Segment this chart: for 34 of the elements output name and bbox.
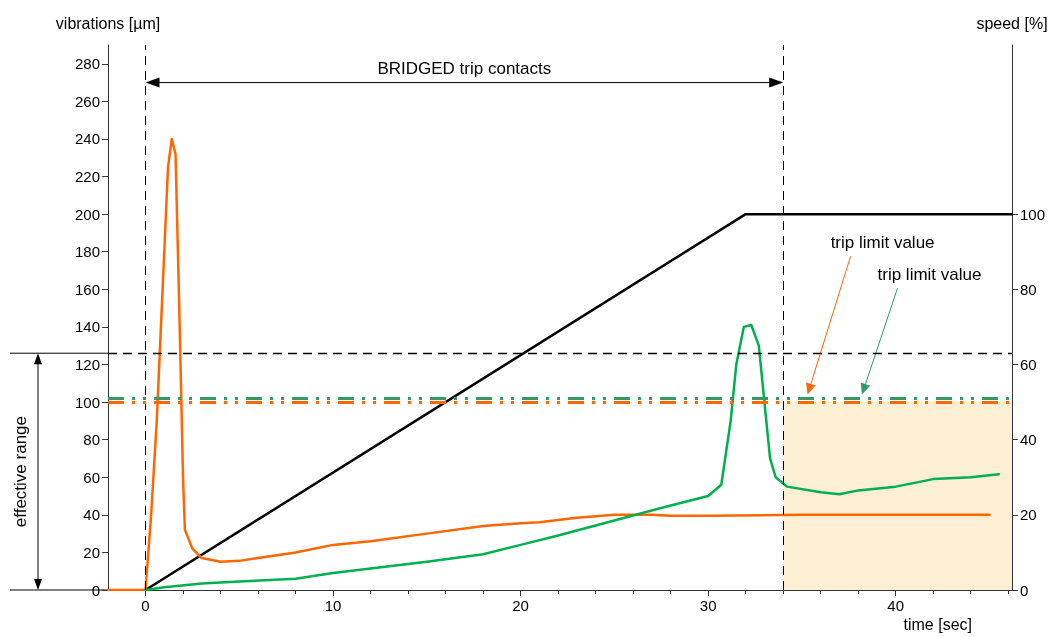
- y-tick-label: 260: [74, 92, 100, 110]
- annotation: trip limit value: [877, 264, 982, 284]
- x-tick-label: 0: [141, 597, 150, 614]
- y2-tick-label: 60: [1020, 355, 1037, 373]
- y-tick-label: 40: [83, 506, 100, 524]
- text: effective range: [10, 415, 30, 528]
- x-tick-label: 20: [512, 597, 529, 614]
- x-tick-label: 30: [699, 597, 717, 614]
- y2-tick-label: 20: [1020, 506, 1037, 524]
- x-axis-title: time [sec]: [903, 615, 972, 633]
- x-tick-label: 10: [324, 597, 342, 614]
- y2-tick-label: 100: [1020, 205, 1046, 223]
- y-tick-label: 200: [74, 205, 100, 223]
- y2-tick-label: 80: [1020, 280, 1037, 298]
- y-tick-label: 80: [83, 431, 100, 449]
- y-tick-label: 160: [74, 280, 100, 298]
- y2-tick-label: 40: [1020, 431, 1037, 449]
- y-tick-label: 100: [74, 393, 100, 411]
- y-tick-label: 140: [74, 318, 100, 336]
- y-axis-title: vibrations [µm]: [55, 14, 161, 32]
- y-tick-label: 220: [74, 168, 100, 186]
- y-tick-label: 20: [83, 543, 100, 561]
- y-tick-label: 120: [74, 355, 100, 373]
- y-tick-label: 0: [91, 581, 100, 599]
- x-tick-label: 40: [887, 597, 905, 614]
- y-tick-label: 280: [74, 55, 100, 73]
- y2-tick-label: 0: [1020, 581, 1029, 599]
- y2-axis-title: speed [%]: [976, 14, 1048, 32]
- y-tick-label: 60: [83, 468, 100, 486]
- y-tick-label: 240: [74, 130, 100, 148]
- line-series: [144, 323, 1001, 592]
- annotation: trip limit value: [830, 232, 935, 252]
- y-tick-label: 180: [74, 243, 100, 261]
- annotation: BRIDGED trip contacts: [377, 59, 552, 79]
